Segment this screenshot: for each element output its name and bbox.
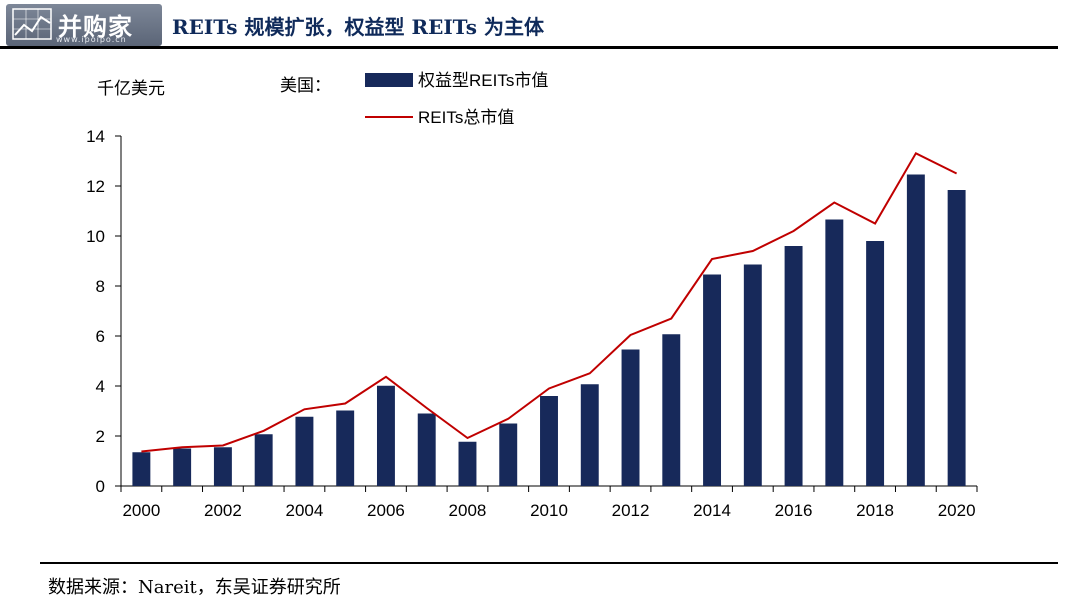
logo-text: 并购家	[58, 13, 133, 41]
footer-divider	[40, 562, 1058, 564]
brand-logo: 并购家 www.ipoipo.cn	[6, 4, 162, 46]
bar-equity-reits	[743, 264, 762, 486]
y-tick-label: 10	[86, 227, 105, 246]
y-tick-label: 12	[86, 177, 105, 196]
x-tick-label: 2002	[204, 501, 242, 520]
legend-prefix: 美国：	[280, 76, 331, 95]
y-tick-label: 8	[96, 277, 105, 296]
bar-equity-reits	[662, 334, 681, 486]
x-tick-label: 2008	[449, 501, 487, 520]
legend-bar-label: 权益型REITs市值	[418, 71, 548, 90]
bar-equity-reits	[825, 219, 844, 486]
bar-equity-reits	[499, 423, 518, 486]
source-note: 数据来源：Nareit，东吴证券研究所	[48, 577, 341, 598]
x-tick-label: 2004	[286, 501, 324, 520]
x-tick-label: 2012	[612, 501, 650, 520]
y-tick-label: 2	[96, 427, 105, 446]
bar-equity-reits	[173, 448, 192, 486]
legend-line-label: REITs总市值	[418, 108, 514, 127]
bar-equity-reits	[906, 174, 925, 486]
legend: 美国： 权益型REITs市值 REITs总市值	[280, 71, 548, 127]
x-tick-label: 2016	[775, 501, 813, 520]
bar-equity-reits	[295, 416, 314, 486]
y-tick-label: 14	[86, 127, 105, 146]
bar-equity-reits	[947, 190, 966, 486]
bar-equity-reits	[703, 274, 722, 486]
bar-equity-reits	[784, 246, 803, 486]
bar-equity-reits	[458, 441, 477, 486]
header-divider	[0, 46, 1058, 49]
legend-bar-swatch	[365, 73, 413, 87]
report-title: REITs 规模扩张，权益型 REITs 为主体	[172, 15, 544, 39]
bar-equity-reits	[540, 396, 558, 486]
logo-url: www.ipoipo.cn	[56, 35, 127, 44]
plot-area: 0 2 4 6 8 10 12 14 2000 2002 2004 2006 2008 2010 2012 2…	[86, 127, 978, 520]
bar-equity-reits	[376, 385, 395, 486]
x-tick-label: 2018	[856, 501, 894, 520]
report-header: 并购家 www.ipoipo.cn REITs 规模扩张，权益型 REITs 为…	[0, 0, 1084, 50]
bar-equity-reits	[621, 349, 640, 486]
bar-equity-reits	[866, 241, 885, 486]
x-tick-label: 2014	[693, 501, 731, 520]
x-tick-label: 2000	[122, 501, 160, 520]
x-tick-label: 2010	[530, 501, 568, 520]
bar-equity-reits	[213, 447, 232, 486]
y-tick-label: 4	[96, 377, 105, 396]
y-unit-label: 千亿美元	[97, 79, 165, 98]
bar-equity-reits	[254, 434, 273, 486]
bar-equity-reits	[580, 384, 599, 486]
bar-equity-reits	[417, 413, 436, 486]
y-tick-label: 0	[96, 477, 105, 496]
bar-equity-reits	[132, 452, 151, 486]
y-tick-label: 6	[96, 327, 105, 346]
chart-logo-icon	[12, 8, 52, 40]
bar-equity-reits	[336, 410, 355, 486]
x-tick-label: 2020	[938, 501, 976, 520]
line-total-reits	[141, 151, 958, 453]
x-tick-label: 2006	[367, 501, 405, 520]
reits-chart: 千亿美元 美国： 权益型REITs市值 REITs总市值 0 2 4 6 8 10 12 14…	[86, 71, 978, 520]
